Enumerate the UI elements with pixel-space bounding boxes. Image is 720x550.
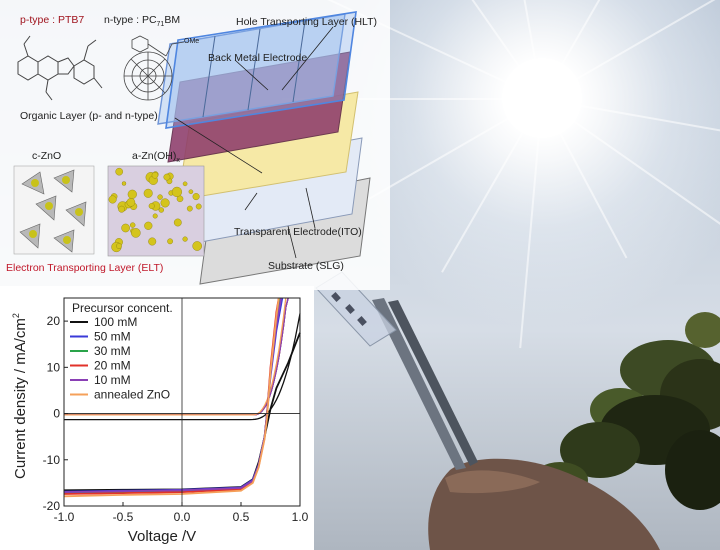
legend-label: 100 mM bbox=[94, 315, 137, 329]
zn-atom bbox=[126, 197, 136, 207]
metal-grid-line bbox=[292, 20, 306, 103]
elt-label: Electron Transporting Layer (ELT) bbox=[6, 262, 164, 274]
y-axis-label-superscript: 2 bbox=[11, 313, 21, 319]
pointer-organic bbox=[174, 117, 263, 174]
y-tick-label: -10 bbox=[43, 453, 61, 467]
zn-atom bbox=[160, 198, 170, 208]
x-tick-label: 1.0 bbox=[292, 510, 309, 524]
pointer-ito bbox=[305, 187, 316, 229]
c-zno-crystal bbox=[13, 165, 95, 255]
pointer-substrate bbox=[287, 225, 297, 259]
zn-atom bbox=[192, 193, 200, 201]
ome-label: OMe bbox=[184, 38, 200, 45]
zn-atom bbox=[152, 213, 158, 219]
y-tick-label: 10 bbox=[47, 360, 61, 374]
zn-atom bbox=[129, 222, 136, 228]
pointer-htl bbox=[281, 26, 334, 91]
tree-foliage bbox=[532, 312, 720, 510]
zn-atom bbox=[182, 181, 188, 187]
tweezers bbox=[372, 298, 478, 470]
p-type-label: p-type : PTB7 bbox=[20, 14, 84, 26]
htl-label: Hole Transporting Layer (HLT) bbox=[236, 16, 378, 28]
ptb7-molecule bbox=[17, 35, 103, 101]
zn-atom bbox=[148, 202, 155, 209]
legend-label: 30 mM bbox=[94, 344, 131, 358]
axes-group: -1.0 -0.5 0.0 0.5 1.0 -20 -10 0 10 20 bbox=[43, 297, 309, 524]
zn-atom bbox=[195, 203, 202, 210]
zn-atom bbox=[121, 223, 130, 233]
pointer-metal bbox=[234, 59, 269, 91]
series-line bbox=[63, 297, 280, 498]
zn-atom bbox=[127, 189, 137, 199]
c-zno-label: c-ZnO bbox=[32, 150, 62, 162]
zn-atom bbox=[151, 171, 159, 179]
a-zn-oh-subscript: x bbox=[176, 157, 180, 165]
x-tick-label: 0.0 bbox=[174, 510, 191, 524]
htl-layer bbox=[165, 11, 357, 129]
x-tick-label: -1.0 bbox=[54, 510, 75, 524]
jv-chart: -1.0 -0.5 0.0 0.5 1.0 -20 -10 0 10 20 Precursor c… bbox=[43, 297, 309, 524]
legend-label: annealed ZnO bbox=[94, 388, 170, 402]
metal-grid-line bbox=[247, 28, 261, 111]
hand bbox=[428, 458, 660, 550]
p-type-name: PTB7 bbox=[57, 14, 85, 26]
layer-stack-diagram bbox=[13, 11, 371, 285]
zn-atom bbox=[148, 237, 157, 246]
zn-atom bbox=[116, 243, 122, 249]
device-structure-panel: p-type : PTB7 n-type : PC71BM OMe Hole T… bbox=[0, 0, 390, 290]
y-axis-label-text: Current density / mA/cm bbox=[12, 318, 29, 479]
zn-atom bbox=[192, 241, 202, 251]
zn-atom bbox=[157, 194, 163, 200]
a-zn-oh-structure bbox=[107, 165, 205, 257]
zn-atom bbox=[163, 173, 171, 181]
zn-atom bbox=[167, 238, 174, 245]
zn-atom bbox=[188, 189, 194, 194]
a-zn-oh-text: a-Zn(OH) bbox=[132, 150, 177, 162]
n-type-prefix: n-type : bbox=[104, 14, 142, 26]
zn-atom bbox=[182, 236, 188, 242]
ito-label: Transparent Electrode(ITO) bbox=[234, 226, 362, 238]
organic-layer-label: Organic Layer (p- and n-type) bbox=[20, 110, 158, 122]
zn-atom bbox=[130, 228, 141, 238]
series-group bbox=[63, 297, 301, 498]
zn-atom bbox=[121, 181, 127, 186]
zn-atom bbox=[118, 205, 126, 213]
y-tick-label: -20 bbox=[43, 499, 61, 513]
zn-atom bbox=[171, 186, 183, 198]
a-zn-oh-label: a-Zn(OH)x bbox=[132, 150, 180, 164]
zn-atom bbox=[108, 195, 117, 204]
n-type-label: n-type : PC71BM bbox=[104, 14, 180, 28]
metal-grid-line bbox=[202, 35, 216, 118]
zn-atom bbox=[158, 207, 165, 213]
p-type-prefix: p-type : bbox=[20, 14, 58, 26]
dark-curve bbox=[64, 297, 287, 416]
legend-label: 50 mM bbox=[94, 330, 131, 344]
pointer-elt bbox=[244, 192, 258, 211]
sun bbox=[502, 58, 582, 138]
y-tick-label: 20 bbox=[47, 314, 61, 328]
zn-atom bbox=[143, 188, 153, 198]
n-type-name: PC bbox=[141, 14, 157, 26]
x-tick-label: -0.5 bbox=[113, 510, 134, 524]
zn-atom bbox=[173, 218, 182, 227]
x-axis-label: Voltage /V bbox=[127, 528, 197, 545]
legend-title: Precursor concent. bbox=[72, 301, 173, 315]
back-metal-label: Back Metal Electrode bbox=[208, 52, 308, 64]
legend-label: 20 mM bbox=[94, 359, 131, 373]
zn-atom bbox=[186, 205, 193, 212]
n-type-suffix: BM bbox=[164, 14, 181, 26]
substrate-label: Substrate (SLG) bbox=[268, 260, 344, 272]
n-type-subscript: 71 bbox=[156, 21, 165, 29]
y-axis-label: Current density / mA/cm2 bbox=[11, 313, 29, 479]
legend-label: 10 mM bbox=[94, 373, 131, 387]
jv-chart-panel: -1.0 -0.5 0.0 0.5 1.0 -20 -10 0 10 20 Precursor c… bbox=[0, 286, 314, 550]
zn-atom bbox=[115, 167, 123, 176]
y-tick-label: 0 bbox=[53, 407, 60, 421]
pcbm-molecule bbox=[123, 35, 185, 101]
back-metal-layer bbox=[157, 13, 346, 125]
zn-atom bbox=[144, 221, 153, 230]
x-tick-label: 0.5 bbox=[233, 510, 250, 524]
